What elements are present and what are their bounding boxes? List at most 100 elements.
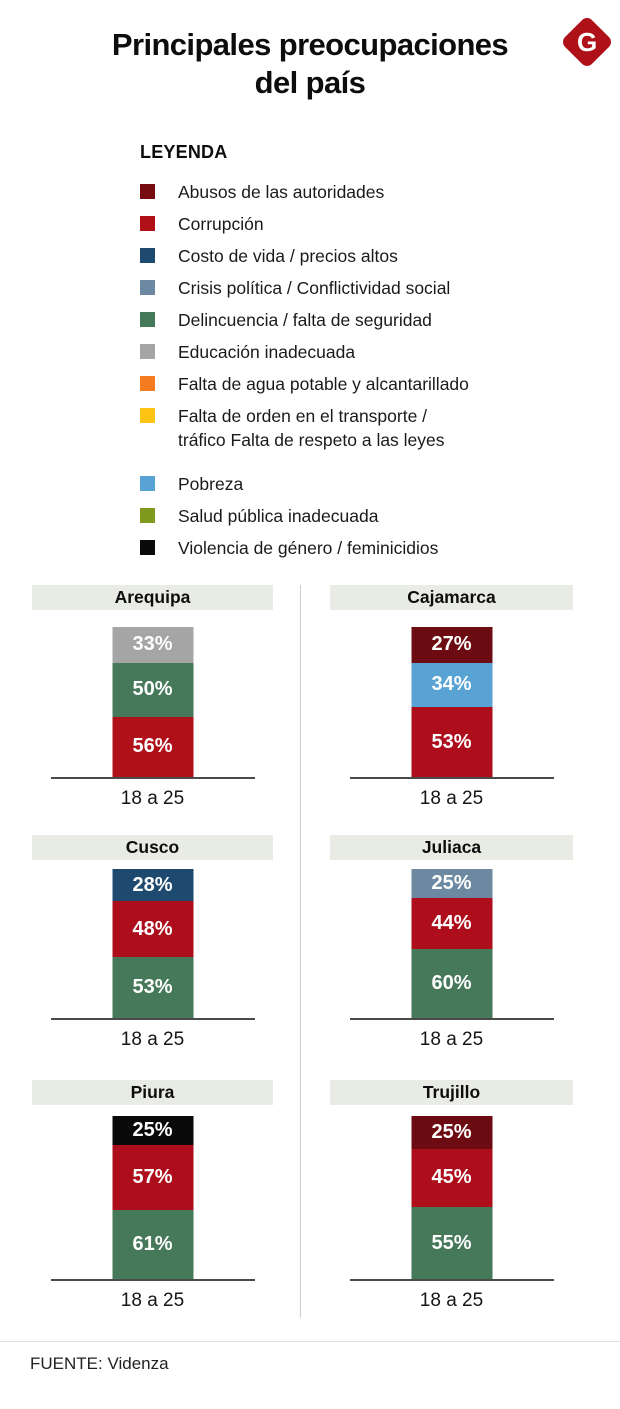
legend-swatch	[140, 540, 155, 555]
legend-swatch	[140, 216, 155, 231]
bar-segment: 34%	[411, 662, 492, 708]
chart-city-title: Piura	[32, 1080, 273, 1105]
source-text: FUENTE: Videnza	[30, 1354, 169, 1373]
chart-city-title: Trujillo	[330, 1080, 573, 1105]
legend-item-label: Delincuencia / falta de seguridad	[178, 310, 432, 330]
legend-item-label: Pobreza	[178, 474, 244, 494]
chart-cajamarca: Cajamarca 27% 34% 53% 18 a 25	[330, 585, 573, 810]
x-axis-label: 18 a 25	[419, 1029, 484, 1050]
x-axis-label: 18 a 25	[120, 788, 185, 809]
legend-item: Corrupción	[140, 212, 560, 236]
x-axis-line	[50, 1279, 255, 1281]
legend-item-label: Costo de vida / precios altos	[178, 246, 398, 266]
legend-swatch	[140, 344, 155, 359]
bar-segment: 25%	[411, 1116, 492, 1149]
bar-segment: 48%	[112, 901, 193, 957]
legend-item: Abusos de las autoridades	[140, 180, 560, 204]
x-axis-label: 18 a 25	[120, 1029, 185, 1050]
segment-value-label: 50%	[132, 678, 173, 701]
segment-value-label: 61%	[132, 1232, 173, 1255]
legend-items: Abusos de las autoridades Corrupción Costo…	[140, 180, 560, 560]
bar-area: 25% 45% 55%	[330, 1105, 573, 1279]
column-divider	[300, 585, 301, 1318]
segment-value-label: 53%	[132, 975, 173, 998]
chart-cusco: Cusco 28% 48% 53% 18 a 25	[32, 835, 273, 1051]
bar-segment: 33%	[112, 627, 193, 663]
legend-item-label: Falta de agua potable y alcantarillado	[178, 374, 469, 394]
x-axis-line	[349, 1279, 554, 1281]
bar-segment: 55%	[411, 1207, 492, 1279]
legend-title: LEYENDA	[140, 142, 228, 162]
segment-value-label: 45%	[431, 1166, 472, 1189]
bar-segment: 60%	[411, 948, 492, 1018]
chart-piura: Piura 25% 57% 61% 18 a 25	[32, 1080, 273, 1312]
bar-segment: 25%	[112, 1116, 193, 1145]
segment-value-label: 44%	[431, 911, 472, 934]
bar-segment: 25%	[411, 869, 492, 898]
legend-swatch	[140, 508, 155, 523]
legend-item-label: Crisis política / Conflictividad social	[178, 278, 451, 298]
segment-value-label: 25%	[431, 871, 472, 894]
legend-item: Educación inadecuada	[140, 340, 560, 364]
legend-item: Costo de vida / precios altos	[140, 244, 560, 268]
segment-value-label: 25%	[132, 1118, 173, 1141]
segment-value-label: 60%	[431, 971, 472, 994]
x-axis-line	[50, 1018, 255, 1020]
bar-area: 25% 57% 61%	[32, 1105, 273, 1279]
segment-value-label: 55%	[431, 1231, 472, 1254]
legend-swatch	[140, 248, 155, 263]
bar-area: 28% 48% 53%	[32, 860, 273, 1018]
bar-segment: 45%	[411, 1148, 492, 1208]
bar-segment: 28%	[112, 869, 193, 902]
chart-trujillo: Trujillo 25% 45% 55% 18 a 25	[330, 1080, 573, 1312]
segment-value-label: 34%	[431, 673, 472, 696]
page-title: Principales preocupaciones del país	[0, 26, 620, 102]
legend-item: Violencia de género / feminicidios	[140, 536, 560, 560]
bar-segment: 57%	[112, 1144, 193, 1210]
chart-city-title: Arequipa	[32, 585, 273, 610]
legend-item: Falta de orden en el transporte / tráfic…	[140, 404, 560, 452]
legend-item: Pobreza	[140, 472, 560, 496]
bar-area: 25% 44% 60%	[330, 860, 573, 1018]
segment-value-label: 56%	[132, 735, 173, 758]
stacked-bar: 25% 57% 61%	[112, 1116, 193, 1279]
chart-city-title: Cusco	[32, 835, 273, 860]
legend-swatch	[140, 312, 155, 327]
legend-item-label: Corrupción	[178, 214, 264, 234]
stacked-bar: 25% 45% 55%	[411, 1116, 492, 1279]
footer-divider	[0, 1341, 620, 1342]
bar-segment: 44%	[411, 897, 492, 949]
x-axis-label: 18 a 25	[120, 1290, 185, 1311]
legend-item: Crisis política / Conflictividad social	[140, 276, 560, 300]
chart-city-title: Juliaca	[330, 835, 573, 860]
stacked-bar: 33% 50% 56%	[112, 627, 193, 777]
legend-item-label: Abusos de las autoridades	[178, 182, 385, 202]
chart-juliaca: Juliaca 25% 44% 60% 18 a 25	[330, 835, 573, 1051]
x-axis-line	[349, 777, 554, 779]
bar-segment: 53%	[112, 956, 193, 1018]
x-axis-label: 18 a 25	[419, 788, 484, 809]
chart-city-title: Cajamarca	[330, 585, 573, 610]
legend-item: Delincuencia / falta de seguridad	[140, 308, 560, 332]
legend-item-label: Violencia de género / feminicidios	[178, 538, 439, 558]
legend-item-label: Falta de orden en el transporte / tráfic…	[178, 406, 445, 450]
bar-segment: 56%	[112, 716, 193, 777]
bar-area: 33% 50% 56%	[32, 610, 273, 777]
segment-value-label: 53%	[431, 730, 472, 753]
bar-segment: 50%	[112, 662, 193, 717]
stacked-bar: 27% 34% 53%	[411, 627, 492, 777]
legend-swatch	[140, 376, 155, 391]
legend: LEYENDA Abusos de las autoridades Corrupc…	[140, 142, 560, 568]
legend-item: Salud pública inadecuada	[140, 504, 560, 528]
page-title-line1: Principales preocupaciones	[111, 27, 509, 62]
segment-value-label: 27%	[431, 633, 472, 656]
legend-item-label: Salud pública inadecuada	[178, 506, 379, 526]
x-axis-line	[349, 1018, 554, 1020]
logo-letter: G	[576, 26, 598, 57]
segment-value-label: 57%	[132, 1165, 173, 1188]
segment-value-label: 33%	[132, 633, 173, 656]
segment-value-label: 28%	[132, 873, 173, 896]
page-title-line2: del país	[254, 65, 366, 100]
stacked-bar: 25% 44% 60%	[411, 869, 492, 1018]
